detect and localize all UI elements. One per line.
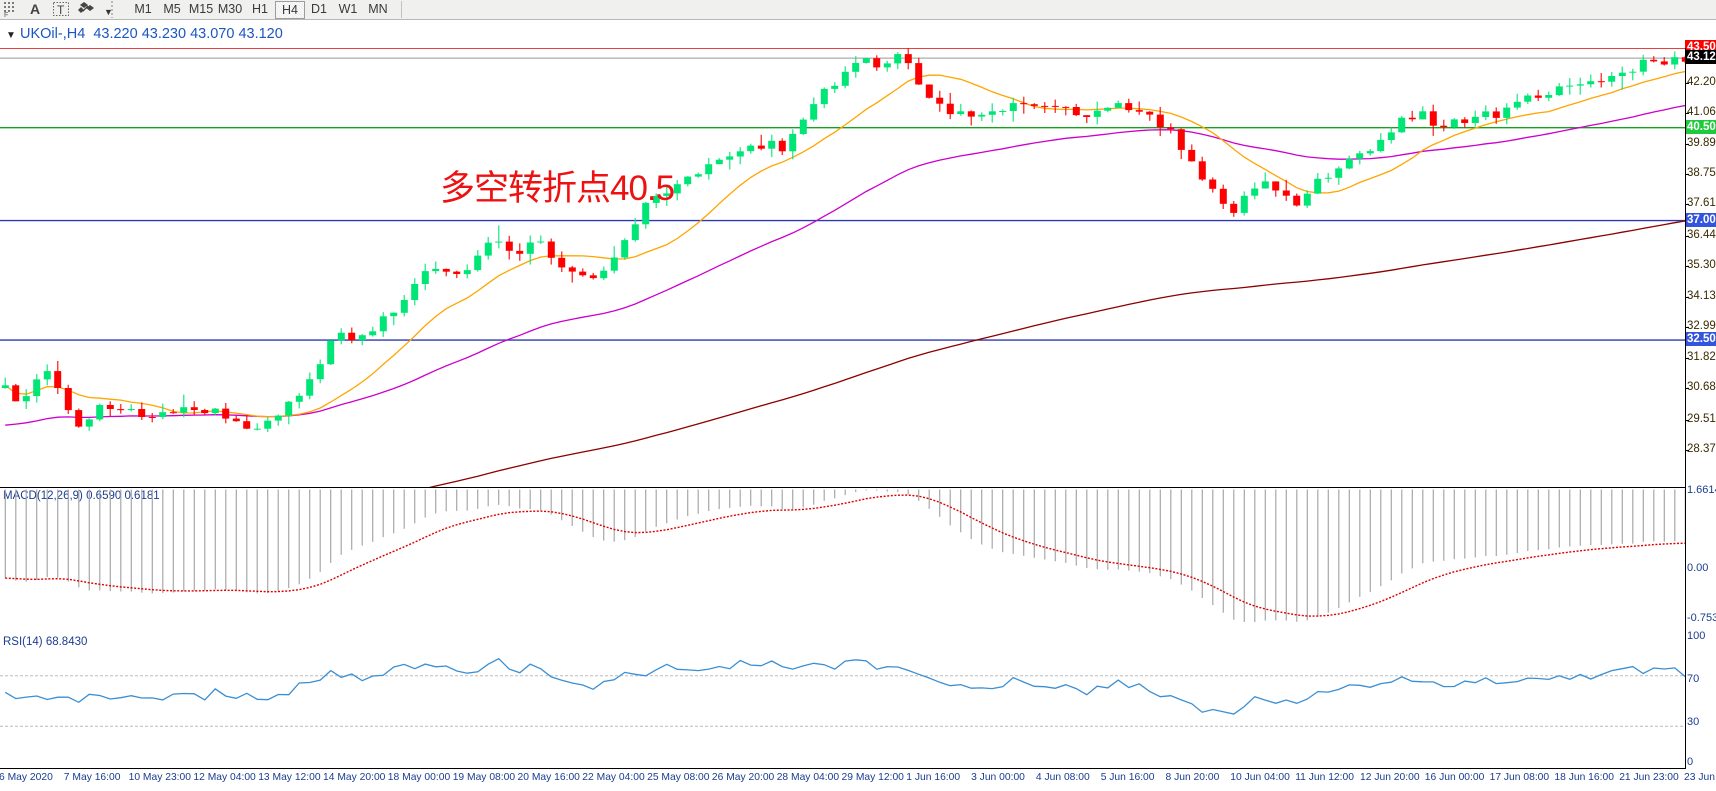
svg-text:F: F (4, 12, 8, 17)
svg-text:T: T (57, 3, 65, 17)
